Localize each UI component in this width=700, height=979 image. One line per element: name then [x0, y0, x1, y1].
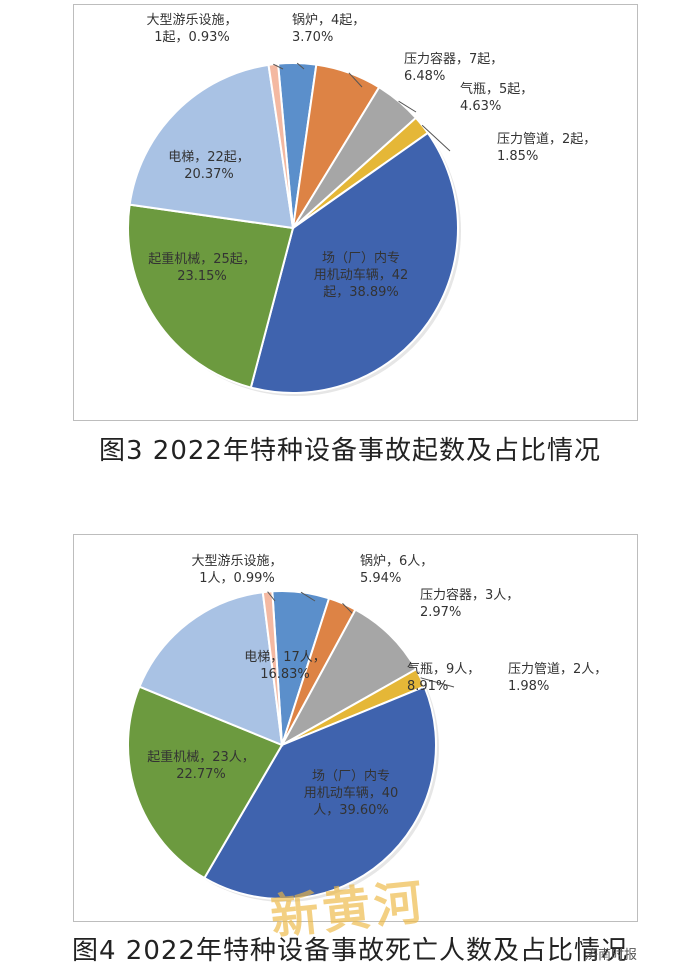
data-label: 压力容器，3人， 2.97% — [420, 587, 519, 620]
chart-title-deaths: 图4 2022年特种设备事故死亡人数及占比情况 — [72, 936, 628, 966]
pie-slice — [138, 591, 284, 747]
data-label: 气瓶，9人， 8.91% — [407, 661, 480, 694]
data-label: 压力管道，2起， 1.85% — [497, 132, 596, 164]
data-label: 大型游乐设施， 1起，0.93% — [146, 13, 237, 45]
data-label: 起重机械，25起， 23.15% — [148, 251, 256, 284]
data-label: 气瓶，5起， 4.63% — [460, 81, 533, 114]
leader-line — [420, 677, 455, 688]
pie-chart-accidents: 锅炉，4起， 3.70% 压力容器，7起， 6.48%气瓶，5起， 4.63% 压力管道，… — [127, 12, 596, 396]
data-label: 大型游乐设施， 1人，0.99% — [191, 554, 282, 586]
data-label: 压力管道，2人， 1.98% — [508, 662, 607, 694]
leader-line — [398, 100, 417, 113]
data-label: 场（厂）内专用机动车辆，40 人，39.60% — [304, 768, 399, 818]
leader-line — [348, 72, 363, 88]
chart-panel-deaths: 锅炉，6人， 5.94% 压力容器，3人， 2.97% 气瓶，9人， 8.91% 压力管道，… — [73, 534, 638, 922]
source-tag: 济南时报 — [585, 948, 638, 963]
data-label: 场（厂）内专用机动车辆，42 起，38.89% — [314, 250, 409, 300]
leader-line — [273, 63, 284, 70]
pie-slice — [261, 590, 283, 746]
leader-line — [300, 591, 316, 602]
data-label: 压力容器，7起， 6.48% — [404, 51, 503, 84]
data-label: 起重机械，23人， 22.77% — [147, 749, 255, 782]
leader-line — [296, 62, 305, 70]
pie-slice — [203, 685, 438, 901]
chart-panel-accidents: 锅炉，4起， 3.70% 压力容器，7起， 6.48% 气瓶，5起， 4.63% 压力管道，… — [73, 4, 638, 421]
data-label: 电梯，22起， 20.37% — [168, 150, 250, 182]
data-label: 电梯，17人， 16.83% — [244, 650, 326, 682]
leader-line — [421, 124, 451, 152]
data-label: 锅炉，4起， 3.70% — [292, 12, 365, 45]
pie-slice — [279, 608, 418, 748]
chart-title-accidents: 图3 2022年特种设备事故起数及占比情况 — [99, 436, 601, 466]
leader-line — [267, 591, 276, 602]
data-label: 锅炉，6人， 5.94% — [360, 553, 433, 586]
pie-slice — [128, 63, 295, 230]
pie-slice — [267, 62, 294, 229]
pie-slice — [127, 203, 295, 389]
pie-slice — [249, 131, 459, 395]
pie-chart-deaths: 锅炉，6人， 5.94%压力容器，3人， 2.97% 气瓶，9人， 8.91% 压力管道，… — [127, 553, 607, 902]
pie-slice — [127, 685, 284, 880]
